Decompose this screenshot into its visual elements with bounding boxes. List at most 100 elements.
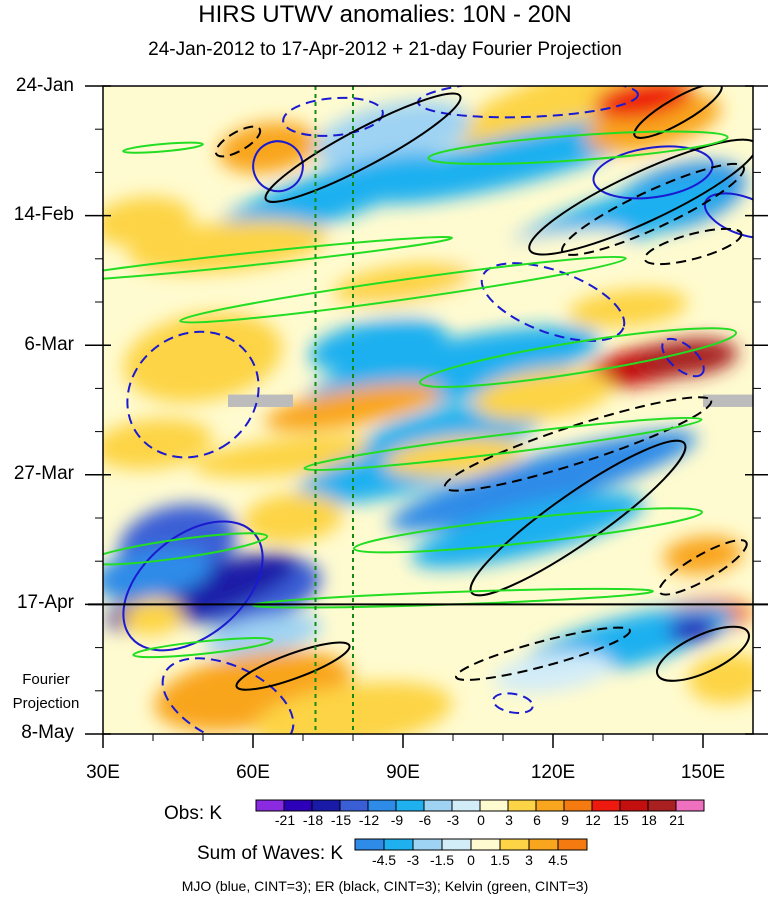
er-contour	[528, 138, 753, 256]
waves-colorbar-label: Sum of Waves: K	[197, 843, 344, 864]
waves-colorbar-swatch	[557, 838, 588, 851]
er-contour	[633, 86, 723, 139]
obs-colorbar-swatch	[311, 799, 341, 812]
waves-colorbar-swatch	[412, 838, 443, 851]
er-contour	[643, 227, 743, 266]
anomaly-blob	[103, 196, 193, 247]
anomaly-blob	[103, 546, 213, 601]
mjo-contour	[480, 262, 626, 342]
anomaly-blob	[668, 616, 718, 642]
waves-colorbar-level: 0	[467, 852, 475, 868]
missing-data-patch	[228, 394, 293, 407]
kelvin-contour	[303, 416, 703, 472]
anomaly-blob	[203, 614, 323, 657]
projection-label-line1: Fourier	[22, 671, 70, 688]
obs-colorbar	[255, 799, 705, 812]
plot-frame	[102, 85, 754, 735]
anomaly-blob	[584, 93, 722, 153]
obs-colorbar-level: 12	[585, 812, 601, 828]
chart-title: HIRS UTWV anomalies: 10N - 20N	[198, 1, 572, 28]
projection-label-line2: Projection	[12, 695, 80, 712]
obs-colorbar-level: 15	[613, 812, 629, 828]
x-tick-label: 120E	[530, 762, 576, 783]
obs-colorbar-swatch	[675, 799, 705, 812]
anomaly-blob	[473, 368, 613, 421]
waves-colorbar-level: 4.5	[548, 852, 568, 868]
y-tick-label: 6-Mar	[24, 334, 74, 355]
er-contour	[469, 439, 687, 597]
y-tick-label: 17-Apr	[16, 592, 74, 613]
obs-colorbar-swatch	[479, 799, 509, 812]
reference-lines	[314, 86, 354, 734]
er-contour	[214, 125, 262, 158]
obs-colorbar-swatch	[423, 799, 453, 812]
er-contour	[455, 626, 631, 681]
anomaly-blob	[389, 430, 697, 532]
missing-data	[228, 394, 753, 407]
anomaly-blob	[123, 597, 183, 636]
waves-colorbar-level: -3	[406, 852, 420, 868]
mjo-contour	[492, 692, 534, 714]
waves-colorbar-level: 3	[525, 852, 533, 868]
kelvin-contour	[427, 130, 729, 165]
waves-colorbar-level: -1.5	[429, 852, 455, 868]
obs-colorbar-swatch	[367, 799, 397, 812]
y-tick-label: 14-Feb	[13, 204, 74, 225]
mjo-contour	[282, 96, 384, 137]
mjo-contour	[161, 657, 295, 734]
waves-colorbar-swatch	[528, 838, 559, 851]
obs-colorbar-level: -15	[330, 812, 352, 828]
obs-colorbar-swatch	[395, 799, 425, 812]
obs-colorbar-swatch	[507, 799, 537, 812]
anomaly-blob	[218, 122, 318, 174]
anomaly-blob	[493, 652, 613, 693]
anomaly-blob	[568, 288, 688, 328]
obs-colorbar-swatch	[339, 799, 369, 812]
mjo-contour	[126, 330, 260, 459]
obs-colorbar-level: 6	[533, 812, 541, 828]
anomaly-blob	[243, 492, 343, 544]
anomaly-blob	[123, 312, 283, 403]
anomaly-blob	[593, 86, 693, 119]
waves-colorbar-swatch	[354, 838, 385, 851]
kelvin-contour	[418, 327, 738, 388]
kelvin-contour	[179, 255, 627, 324]
x-tick-label: 30E	[86, 762, 120, 783]
x-tick-label: 150E	[680, 762, 726, 783]
obs-colorbar-swatch	[255, 799, 285, 812]
obs-colorbar-level: 18	[641, 812, 657, 828]
er-contour	[561, 162, 745, 256]
obs-colorbar-level: 0	[477, 812, 485, 828]
x-tick-label: 60E	[236, 762, 270, 783]
missing-data-patch	[703, 394, 753, 407]
mjo-contour	[252, 140, 304, 193]
y-tick-label: 27-Mar	[13, 463, 74, 484]
obs-colorbar-label: Obs: K	[164, 803, 223, 824]
er-contour	[656, 625, 750, 682]
obs-colorbar-level: -12	[358, 812, 380, 828]
waves-colorbar-swatch	[499, 838, 530, 851]
obs-colorbar-level: 9	[561, 812, 569, 828]
anomaly-blob	[103, 418, 213, 470]
obs-colorbar-swatch	[619, 799, 649, 812]
obs-colorbar-level: -18	[302, 812, 324, 828]
anomaly-blob	[253, 681, 453, 734]
obs-colorbar-level: 21	[669, 812, 685, 828]
kelvin-contour	[103, 532, 269, 566]
anomaly-blob	[453, 86, 703, 149]
obs-colorbar-swatch	[451, 799, 481, 812]
y-tick-label: 8-May	[21, 722, 74, 743]
waves-colorbar-swatch	[383, 838, 414, 851]
mjo-contour	[592, 145, 714, 200]
kelvin-contour	[103, 236, 453, 282]
waves-colorbar-level: 1.5	[490, 852, 510, 868]
obs-colorbar-level: -6	[418, 812, 432, 828]
x-tick-label: 90E	[386, 762, 420, 783]
er-contour	[658, 539, 748, 596]
anomaly-blob	[213, 153, 443, 242]
er-contour	[235, 641, 351, 691]
kelvin-contour	[132, 637, 274, 659]
waves-colorbar-level: -4.5	[371, 852, 397, 868]
obs-colorbar-level: -21	[274, 812, 296, 828]
